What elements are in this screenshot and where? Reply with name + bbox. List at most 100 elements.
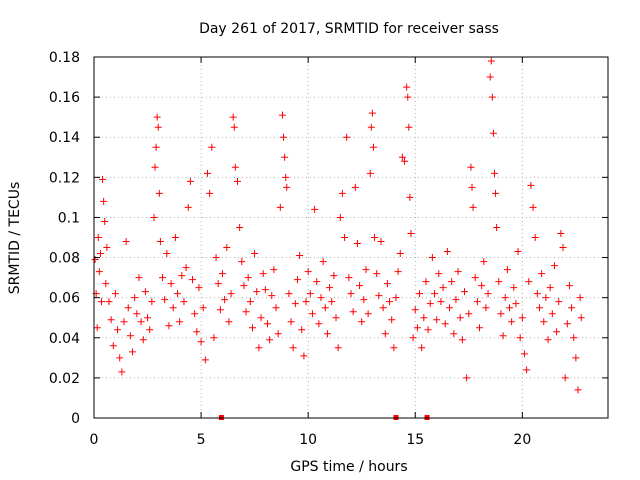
data-point xyxy=(435,270,443,278)
data-point xyxy=(216,306,224,314)
data-point xyxy=(476,324,483,332)
data-point xyxy=(268,292,276,300)
data-point xyxy=(184,203,192,211)
data-point xyxy=(424,326,432,334)
data-point xyxy=(169,304,177,312)
data-point xyxy=(411,306,419,314)
data-point xyxy=(328,298,336,306)
data-point xyxy=(289,344,297,352)
data-point xyxy=(129,348,137,356)
x-tick-label: 20 xyxy=(513,432,531,448)
data-points xyxy=(91,57,585,394)
data-point xyxy=(101,217,109,225)
data-point xyxy=(366,169,374,177)
data-point xyxy=(165,322,173,330)
data-point xyxy=(403,83,411,91)
data-point xyxy=(229,113,237,121)
data-point xyxy=(574,386,582,394)
data-point xyxy=(396,250,404,258)
data-point xyxy=(375,292,383,300)
x-tick-label: 10 xyxy=(299,432,317,448)
data-point xyxy=(153,113,161,121)
data-point xyxy=(278,111,286,119)
data-point xyxy=(270,266,278,274)
data-point xyxy=(230,123,238,131)
data-point xyxy=(151,163,159,171)
data-point xyxy=(542,294,550,302)
data-point xyxy=(174,290,182,298)
y-axis-label: SRMTID / TECUs xyxy=(7,182,23,295)
data-point xyxy=(306,290,314,298)
data-point xyxy=(321,304,329,312)
data-point xyxy=(244,274,252,282)
data-point xyxy=(304,268,312,276)
x-tick-label: 0 xyxy=(90,432,99,448)
data-point xyxy=(351,183,359,191)
data-point xyxy=(358,318,366,326)
data-point xyxy=(431,290,439,298)
data-point xyxy=(353,240,361,248)
data-point xyxy=(178,272,186,280)
data-point xyxy=(281,153,289,161)
data-point xyxy=(251,250,259,258)
data-point xyxy=(311,205,319,213)
data-point xyxy=(422,278,430,286)
data-point xyxy=(236,223,244,231)
data-point xyxy=(118,368,126,376)
data-point xyxy=(167,280,175,288)
data-point xyxy=(523,366,531,374)
data-point xyxy=(233,177,241,185)
data-point xyxy=(535,304,543,312)
data-point xyxy=(420,314,428,322)
data-point xyxy=(139,336,147,344)
data-point xyxy=(577,314,585,322)
data-point xyxy=(548,310,556,318)
data-point xyxy=(467,163,475,171)
x-axis-label: GPS time / hours xyxy=(290,459,407,475)
y-tick-label: 0.16 xyxy=(49,90,80,106)
data-point xyxy=(319,258,327,266)
data-point xyxy=(111,290,119,298)
data-point xyxy=(482,304,490,312)
data-point xyxy=(94,234,102,241)
data-point xyxy=(557,229,565,237)
data-point xyxy=(204,169,212,177)
data-point xyxy=(223,244,231,252)
data-point xyxy=(441,320,449,328)
data-point xyxy=(362,266,370,274)
data-point xyxy=(473,298,481,306)
data-point xyxy=(285,290,293,298)
data-point xyxy=(182,264,190,272)
data-point xyxy=(495,278,503,286)
data-point xyxy=(193,328,201,336)
data-point xyxy=(367,123,375,131)
data-point xyxy=(338,189,346,197)
data-point xyxy=(105,298,113,306)
data-point xyxy=(133,310,141,318)
y-tick-label: 0.02 xyxy=(49,371,80,387)
data-point xyxy=(561,374,569,382)
data-point xyxy=(291,300,299,308)
data-point xyxy=(227,290,235,298)
data-point xyxy=(126,332,134,340)
data-point xyxy=(437,298,445,306)
data-point xyxy=(518,314,526,322)
data-point xyxy=(478,282,486,290)
data-point xyxy=(368,109,376,117)
data-point xyxy=(152,143,160,151)
data-point xyxy=(503,266,511,274)
data-point xyxy=(443,248,451,256)
data-point xyxy=(293,276,301,284)
y-tick-label: 0.14 xyxy=(49,130,80,146)
data-point xyxy=(371,234,379,241)
y-tick-label: 0.18 xyxy=(49,50,80,66)
y-tick-label: 0.04 xyxy=(49,331,80,347)
data-point xyxy=(103,244,111,252)
data-point xyxy=(95,268,103,276)
data-point xyxy=(484,290,492,298)
data-point xyxy=(418,344,426,352)
data-point xyxy=(242,308,250,316)
data-point xyxy=(163,250,171,258)
data-point xyxy=(469,203,477,211)
data-point xyxy=(144,314,152,322)
